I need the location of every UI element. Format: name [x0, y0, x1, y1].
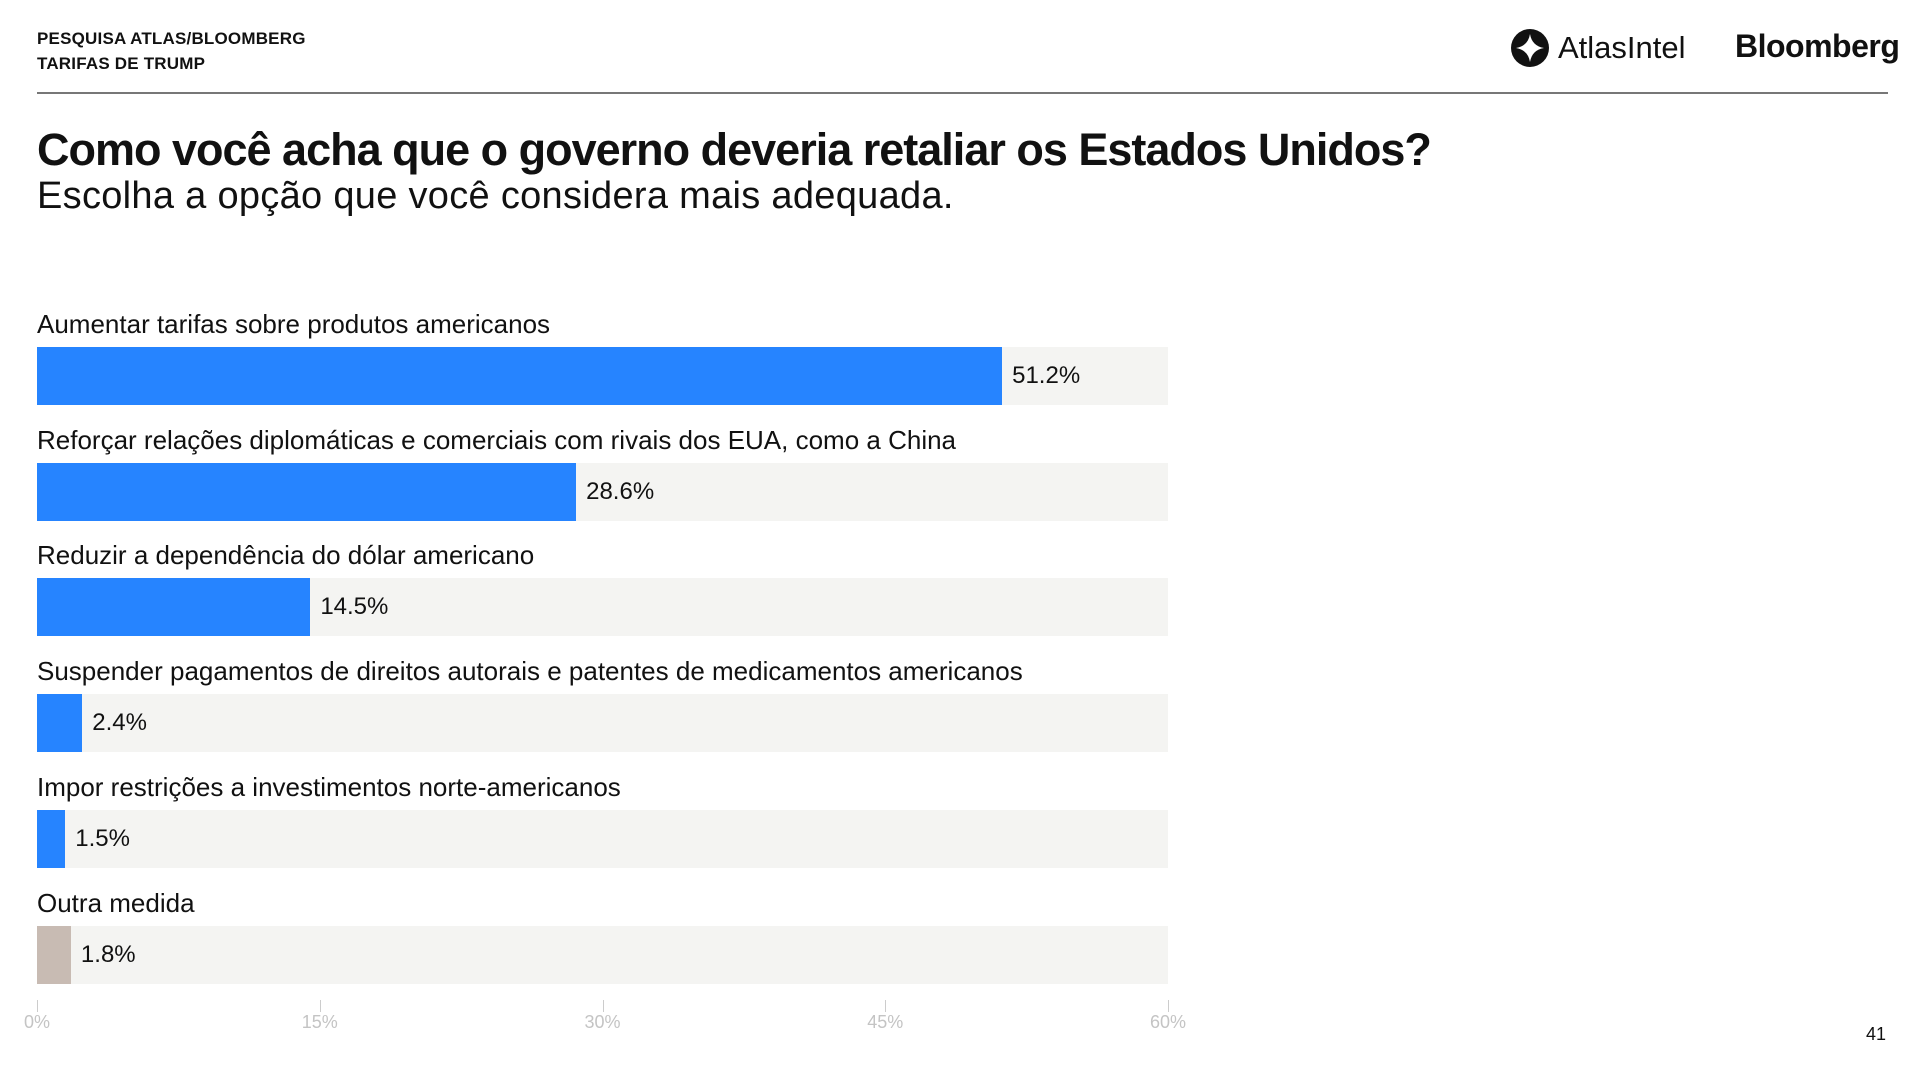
x-axis-tick-label: 15% [301, 1012, 338, 1032]
x-axis-tick [885, 1000, 887, 1012]
x-axis-tick-label: 30% [584, 1012, 621, 1032]
chart-subtitle: Escolha a opção que você considera mais … [37, 175, 954, 217]
atlasintel-compass-icon [1511, 29, 1549, 67]
x-axis-tick-label: 45% [867, 1012, 904, 1032]
bar-label: Outra medida [37, 887, 195, 918]
bar-label: Reduzir a dependência do dólar americano [37, 540, 535, 571]
atlasintel-wordmark: AtlasIntel [1558, 30, 1686, 65]
bloomberg-logo: Bloomberg [1735, 28, 1900, 64]
bar [37, 347, 1003, 405]
bar-value-label: 14.5% [320, 593, 389, 621]
x-axis-tick [1168, 1000, 1169, 1012]
page-number: 41 [1866, 1024, 1887, 1044]
x-axis-tick-label: 60% [1149, 1012, 1187, 1032]
bar-label: Suspender pagamentos de direitos autorai… [37, 656, 1023, 687]
bar-label: Reforçar relações diplomáticas e comerci… [37, 424, 957, 455]
x-axis-tick [37, 1000, 38, 1012]
bar-track: 1.5% [37, 809, 1168, 868]
bar [37, 809, 66, 868]
bar-label: Impor restrições a investimentos norte-a… [37, 771, 621, 802]
chart-title: Como você acha que o governo deveria ret… [37, 124, 1432, 175]
bar [37, 694, 83, 753]
bar-track: 14.5% [37, 578, 1168, 637]
bar [37, 578, 311, 637]
atlasintel-logo: AtlasIntel [1510, 28, 1686, 68]
bar [37, 462, 577, 521]
header-line-1: PESQUISA ATLAS/BLOOMBERG [37, 29, 306, 48]
bar-track: 1.8% [37, 925, 1168, 984]
bar-track: 28.6% [37, 462, 1168, 521]
header-divider [37, 92, 1888, 94]
bar-value-label: 1.8% [80, 940, 136, 968]
bar-value-label: 28.6% [586, 477, 655, 505]
bar-track: 2.4% [37, 694, 1168, 753]
bar-track: 51.2% [37, 347, 1168, 405]
bar-value-label: 2.4% [92, 709, 147, 737]
bar-label: Aumentar tarifas sobre produtos american… [37, 309, 551, 339]
bar-value-label: 51.2% [1012, 362, 1081, 389]
x-axis-tick-label: 0% [23, 1012, 51, 1032]
header-line-2: TARIFAS DE TRUMP [37, 54, 206, 73]
x-axis-tick [602, 1000, 604, 1012]
bar-value-label: 1.5% [75, 824, 130, 852]
x-axis-tick [319, 1000, 321, 1012]
report-header: PESQUISA ATLAS/BLOOMBERG TARIFAS DE TRUM… [37, 26, 306, 76]
bar [37, 925, 71, 984]
